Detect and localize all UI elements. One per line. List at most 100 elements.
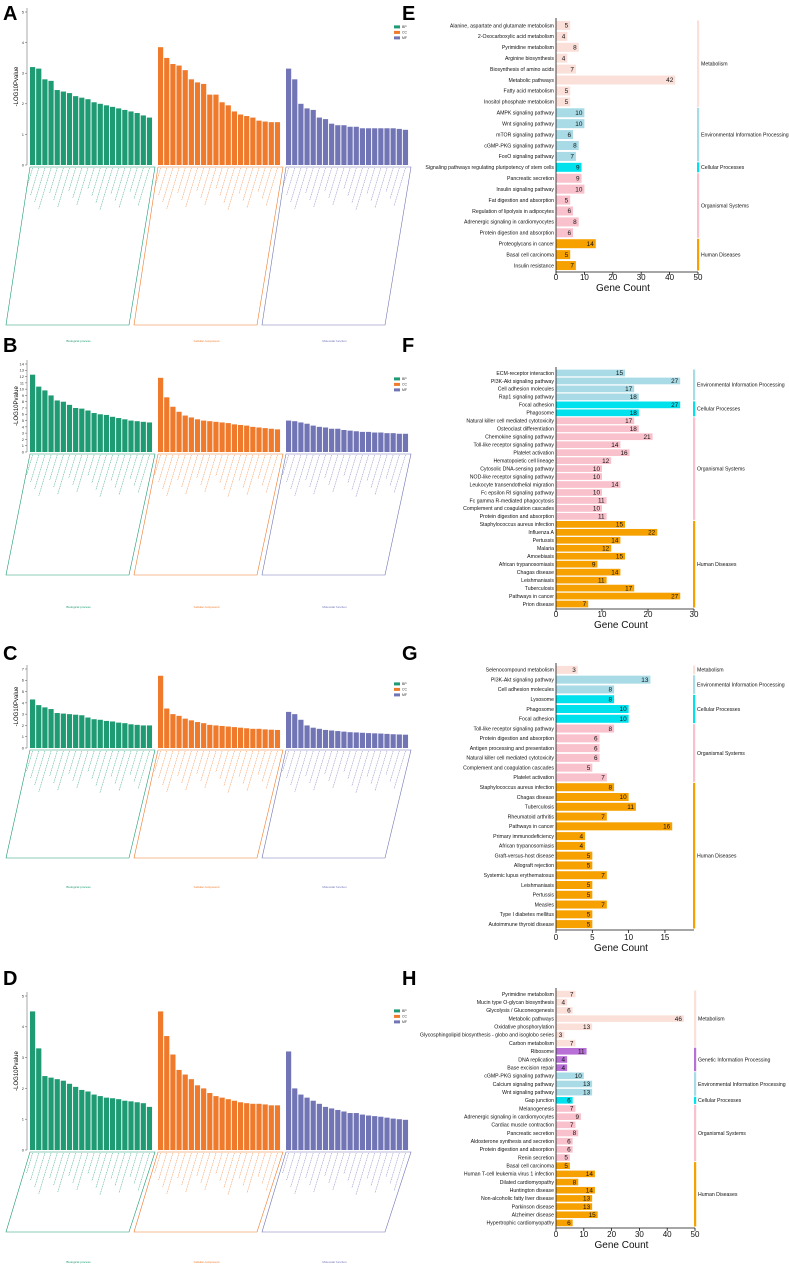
kegg-chart-h: Pyrimidine metabolism 7 Mucin type O-glyca… xyxy=(420,988,786,1251)
bar-bp-6 xyxy=(60,1080,66,1150)
panel-letter-b: B xyxy=(3,335,17,357)
value-label-selenocompound-metabolism: 3 xyxy=(572,667,576,674)
category-label-bp-12 xyxy=(91,1152,101,1182)
category-label-bp-18 xyxy=(129,167,138,193)
category-label-parkinson-disease: Parkinson disease xyxy=(512,1204,555,1210)
bar-bp-9 xyxy=(79,408,85,452)
category-label-mf-6 xyxy=(309,167,320,201)
bar-bp-12 xyxy=(97,719,103,748)
category-label-renin-secretion: Renin secretion xyxy=(518,1155,554,1161)
bar-bp-2 xyxy=(36,1048,42,1150)
category-label-mf-6 xyxy=(309,750,320,784)
bar-mf-4 xyxy=(304,1097,310,1150)
category-label-bp-7 xyxy=(57,454,70,495)
bar-fat-digestion-and-absorption xyxy=(556,195,571,205)
value-label-aldosterone-synthesis-and-secretion: 6 xyxy=(567,1138,571,1145)
bar-cc-13 xyxy=(231,424,237,452)
value-label-platelet-activation: 7 xyxy=(601,775,605,782)
bar-cc-7 xyxy=(194,419,201,452)
bar-pancreatic-secretion xyxy=(556,173,582,183)
category-label-leukocyte-transendothelial-migration: Leukocyte transendothelial migration xyxy=(470,482,555,488)
category-label-measles: Measles xyxy=(535,902,555,908)
y-tick-label: 7 xyxy=(22,666,25,671)
bar-mf-17 xyxy=(384,433,390,452)
category-label-mf-3 xyxy=(290,750,302,786)
category-label-mucin-type-o-glycan-biosynthesis: Mucin type O-glycan biosynthesis xyxy=(477,1000,555,1006)
category-label-african-trypanosomiasis: African trypanosomiasis xyxy=(499,562,554,568)
class-label-environmental-information-processing: Environmental Information Processing xyxy=(698,1082,786,1088)
category-label-glycosphingolipid-biosynthesis-globo-and-isoglobo-series: Glycosphingolipid biosynthesis - globo a… xyxy=(420,1033,554,1039)
bar-bp-8 xyxy=(73,408,79,452)
class-bar-organismal-systems xyxy=(694,1104,697,1162)
value-label-leishmaniasis: 5 xyxy=(587,882,591,889)
bar-cc-12 xyxy=(225,1099,231,1150)
category-label-bp-10 xyxy=(76,1152,89,1191)
bar-bp-20 xyxy=(146,422,153,452)
category-label-bp-17 xyxy=(118,1152,132,1194)
y-tick-label: 14 xyxy=(20,361,25,366)
class-bar-cellular-processes xyxy=(694,1096,697,1104)
bar-bp-8 xyxy=(73,96,79,165)
category-label-cc-5 xyxy=(177,1152,186,1179)
category-label-proteoglycans-in-cancer: Proteoglycans in cancer xyxy=(499,242,555,248)
bar-ecm-receptor-interaction xyxy=(556,369,625,377)
value-label-tuberculosis: 11 xyxy=(627,804,634,811)
x-tick-label: 10 xyxy=(624,933,633,942)
group-label-bp: Biological process xyxy=(66,339,91,343)
category-label-fat-digestion-and-absorption: Fat digestion and absorption xyxy=(489,198,555,204)
bar-mf-8 xyxy=(329,428,335,452)
category-label-cc-7 xyxy=(185,454,198,495)
category-label-mf-16 xyxy=(370,1152,382,1187)
class-label-environmental-information-processing: Environmental Information Processing xyxy=(697,682,785,688)
category-label-cc-16 xyxy=(242,1152,254,1187)
class-bar-metabolism xyxy=(697,20,700,107)
x-axis-title: Gene Count xyxy=(595,1240,649,1251)
category-label-cc-7 xyxy=(185,750,198,791)
bar-mf-1 xyxy=(286,68,292,165)
group-label-mf: Molecular function xyxy=(322,885,347,889)
bar-toll-like-receptor-signaling-pathway xyxy=(556,724,615,733)
category-label-cc-18 xyxy=(257,167,266,193)
class-bar-environmental-information-processing xyxy=(694,1072,697,1096)
category-label-autoimmune-thyroid-disease: Autoimmune thyroid disease xyxy=(489,922,555,928)
class-bar-metabolism xyxy=(694,990,697,1047)
bar-mf-6 xyxy=(316,426,322,452)
value-label-prion-disease: 7 xyxy=(583,601,587,608)
bar-mf-18 xyxy=(390,734,396,748)
bar-mf-17 xyxy=(384,733,390,748)
category-label-mf-1 xyxy=(282,454,289,476)
category-label-mf-12 xyxy=(347,454,357,484)
bar-african-trypanosomiasis xyxy=(556,560,598,568)
bar-primary-immunodeficiency xyxy=(556,832,586,841)
category-label-mf-11 xyxy=(343,750,351,773)
legend-swatch-bp xyxy=(394,682,400,686)
value-label-basal-cell-carcinoma: 5 xyxy=(564,1163,568,1170)
bar-allograft-rejection xyxy=(556,861,593,870)
category-label-mf-18 xyxy=(385,750,394,776)
bar-mf-19 xyxy=(396,128,402,165)
bar-cc-19 xyxy=(268,729,274,748)
category-label-mf-17 xyxy=(374,167,388,209)
bar-mf-9 xyxy=(335,731,341,748)
panel-letter-c: C xyxy=(3,643,17,665)
category-label-mf-8 xyxy=(324,167,332,192)
bar-mf-14 xyxy=(365,431,372,452)
category-label-hematopoietic-cell-lineage: Hematopoietic cell lineage xyxy=(493,458,554,464)
bar-focal-adhesion xyxy=(556,401,681,409)
category-label-adrenergic-signaling-in-cardiomyocytes: Adrenergic signaling in cardiomyocytes xyxy=(464,220,554,226)
value-label-hypertrophic-cardiomyopathy: 6 xyxy=(567,1220,571,1227)
category-label-mf-9 xyxy=(328,750,339,782)
category-label-bp-15 xyxy=(110,750,119,778)
value-label-melanogenesis: 7 xyxy=(570,1106,574,1113)
category-label-pancreatic-secretion: Pancreatic secretion xyxy=(507,176,554,182)
bar-bp-4 xyxy=(48,80,54,165)
value-label-ecm-receptor-interaction: 15 xyxy=(616,370,624,377)
value-label-calcium-signaling-pathway: 13 xyxy=(583,1081,591,1088)
bar-bp-7 xyxy=(66,1083,73,1150)
bar-african-trypanosomiasis xyxy=(556,841,586,850)
bar-pyrimidine-metabolism xyxy=(556,990,576,998)
category-label-bp-7 xyxy=(57,750,70,791)
category-label-protein-digestion-and-absorption: Protein digestion and absorption xyxy=(480,736,555,742)
value-label-mtor-signaling-pathway: 6 xyxy=(567,132,571,139)
category-label-selenocompound-metabolism: Selenocompound metabolism xyxy=(486,668,554,674)
